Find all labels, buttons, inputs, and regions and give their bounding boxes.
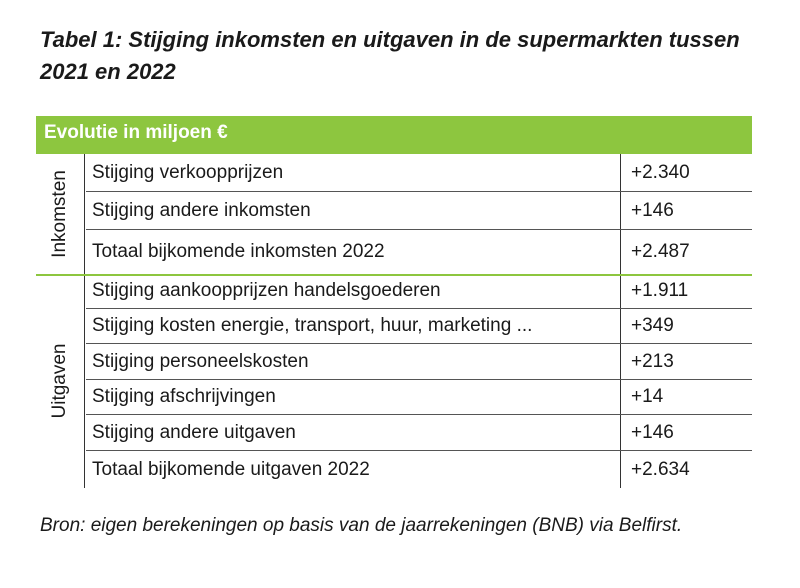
table-row: Totaal bijkomende uitgaven 2022 +2.634 [86,451,752,488]
table-row: Stijging afschrijvingen +14 [86,380,752,415]
table-row: Stijging personeelskosten +213 [86,344,752,380]
group-inkomsten: Inkomsten Stijging verkoopprijzen +2.340… [36,154,752,274]
row-label: Stijging personeelskosten [92,350,309,372]
row-value: +2.340 [620,154,752,191]
group-separator [36,274,752,276]
table-title: Tabel 1: Stijging inkomsten en uitgaven … [40,27,740,84]
group-label-uitgaven: Uitgaven [49,343,70,419]
table-header-label: Evolutie in miljoen € [44,122,228,143]
row-label: Stijging andere inkomsten [92,199,311,221]
table-header-band: Evolutie in miljoen € [36,116,752,154]
row-value: +146 [620,192,752,229]
row-label: Stijging verkoopprijzen [92,161,284,183]
table-row: Stijging kosten energie, transport, huur… [86,309,752,344]
row-value: +349 [620,309,752,343]
table-row: Stijging verkoopprijzen +2.340 [86,154,752,192]
group-label-inkomsten: Inkomsten [49,170,70,258]
table-row: Stijging aankoopprijzen handelsgoederen … [86,274,752,309]
row-value: +2.487 [620,230,752,274]
row-label: Stijging kosten energie, transport, huur… [92,315,533,336]
row-label: Stijging afschrijvingen [92,386,276,407]
row-label: Stijging aankoopprijzen handelsgoederen [92,280,441,301]
row-value: +146 [620,415,752,450]
row-value: +1.911 [620,274,752,308]
table-row: Stijging andere inkomsten +146 [86,192,752,230]
row-value: +213 [620,344,752,379]
row-label: Totaal bijkomende inkomsten 2022 [92,241,385,262]
table-row: Stijging andere uitgaven +146 [86,415,752,451]
group-uitgaven: Uitgaven Stijging aankoopprijzen handels… [36,274,752,488]
row-value: +2.634 [620,451,752,488]
source-note: Bron: eigen berekeningen op basis van de… [40,515,683,536]
row-value: +14 [620,380,752,414]
table-row: Totaal bijkomende inkomsten 2022 +2.487 [86,230,752,274]
group-label-cell: Uitgaven [36,274,85,488]
group-rows: Stijging aankoopprijzen handelsgoederen … [86,274,752,488]
group-label-cell: Inkomsten [36,154,85,274]
data-table: Inkomsten Stijging verkoopprijzen +2.340… [36,154,752,488]
row-label: Totaal bijkomende uitgaven 2022 [92,458,370,480]
group-rows: Stijging verkoopprijzen +2.340 Stijging … [86,154,752,274]
row-label: Stijging andere uitgaven [92,421,296,443]
